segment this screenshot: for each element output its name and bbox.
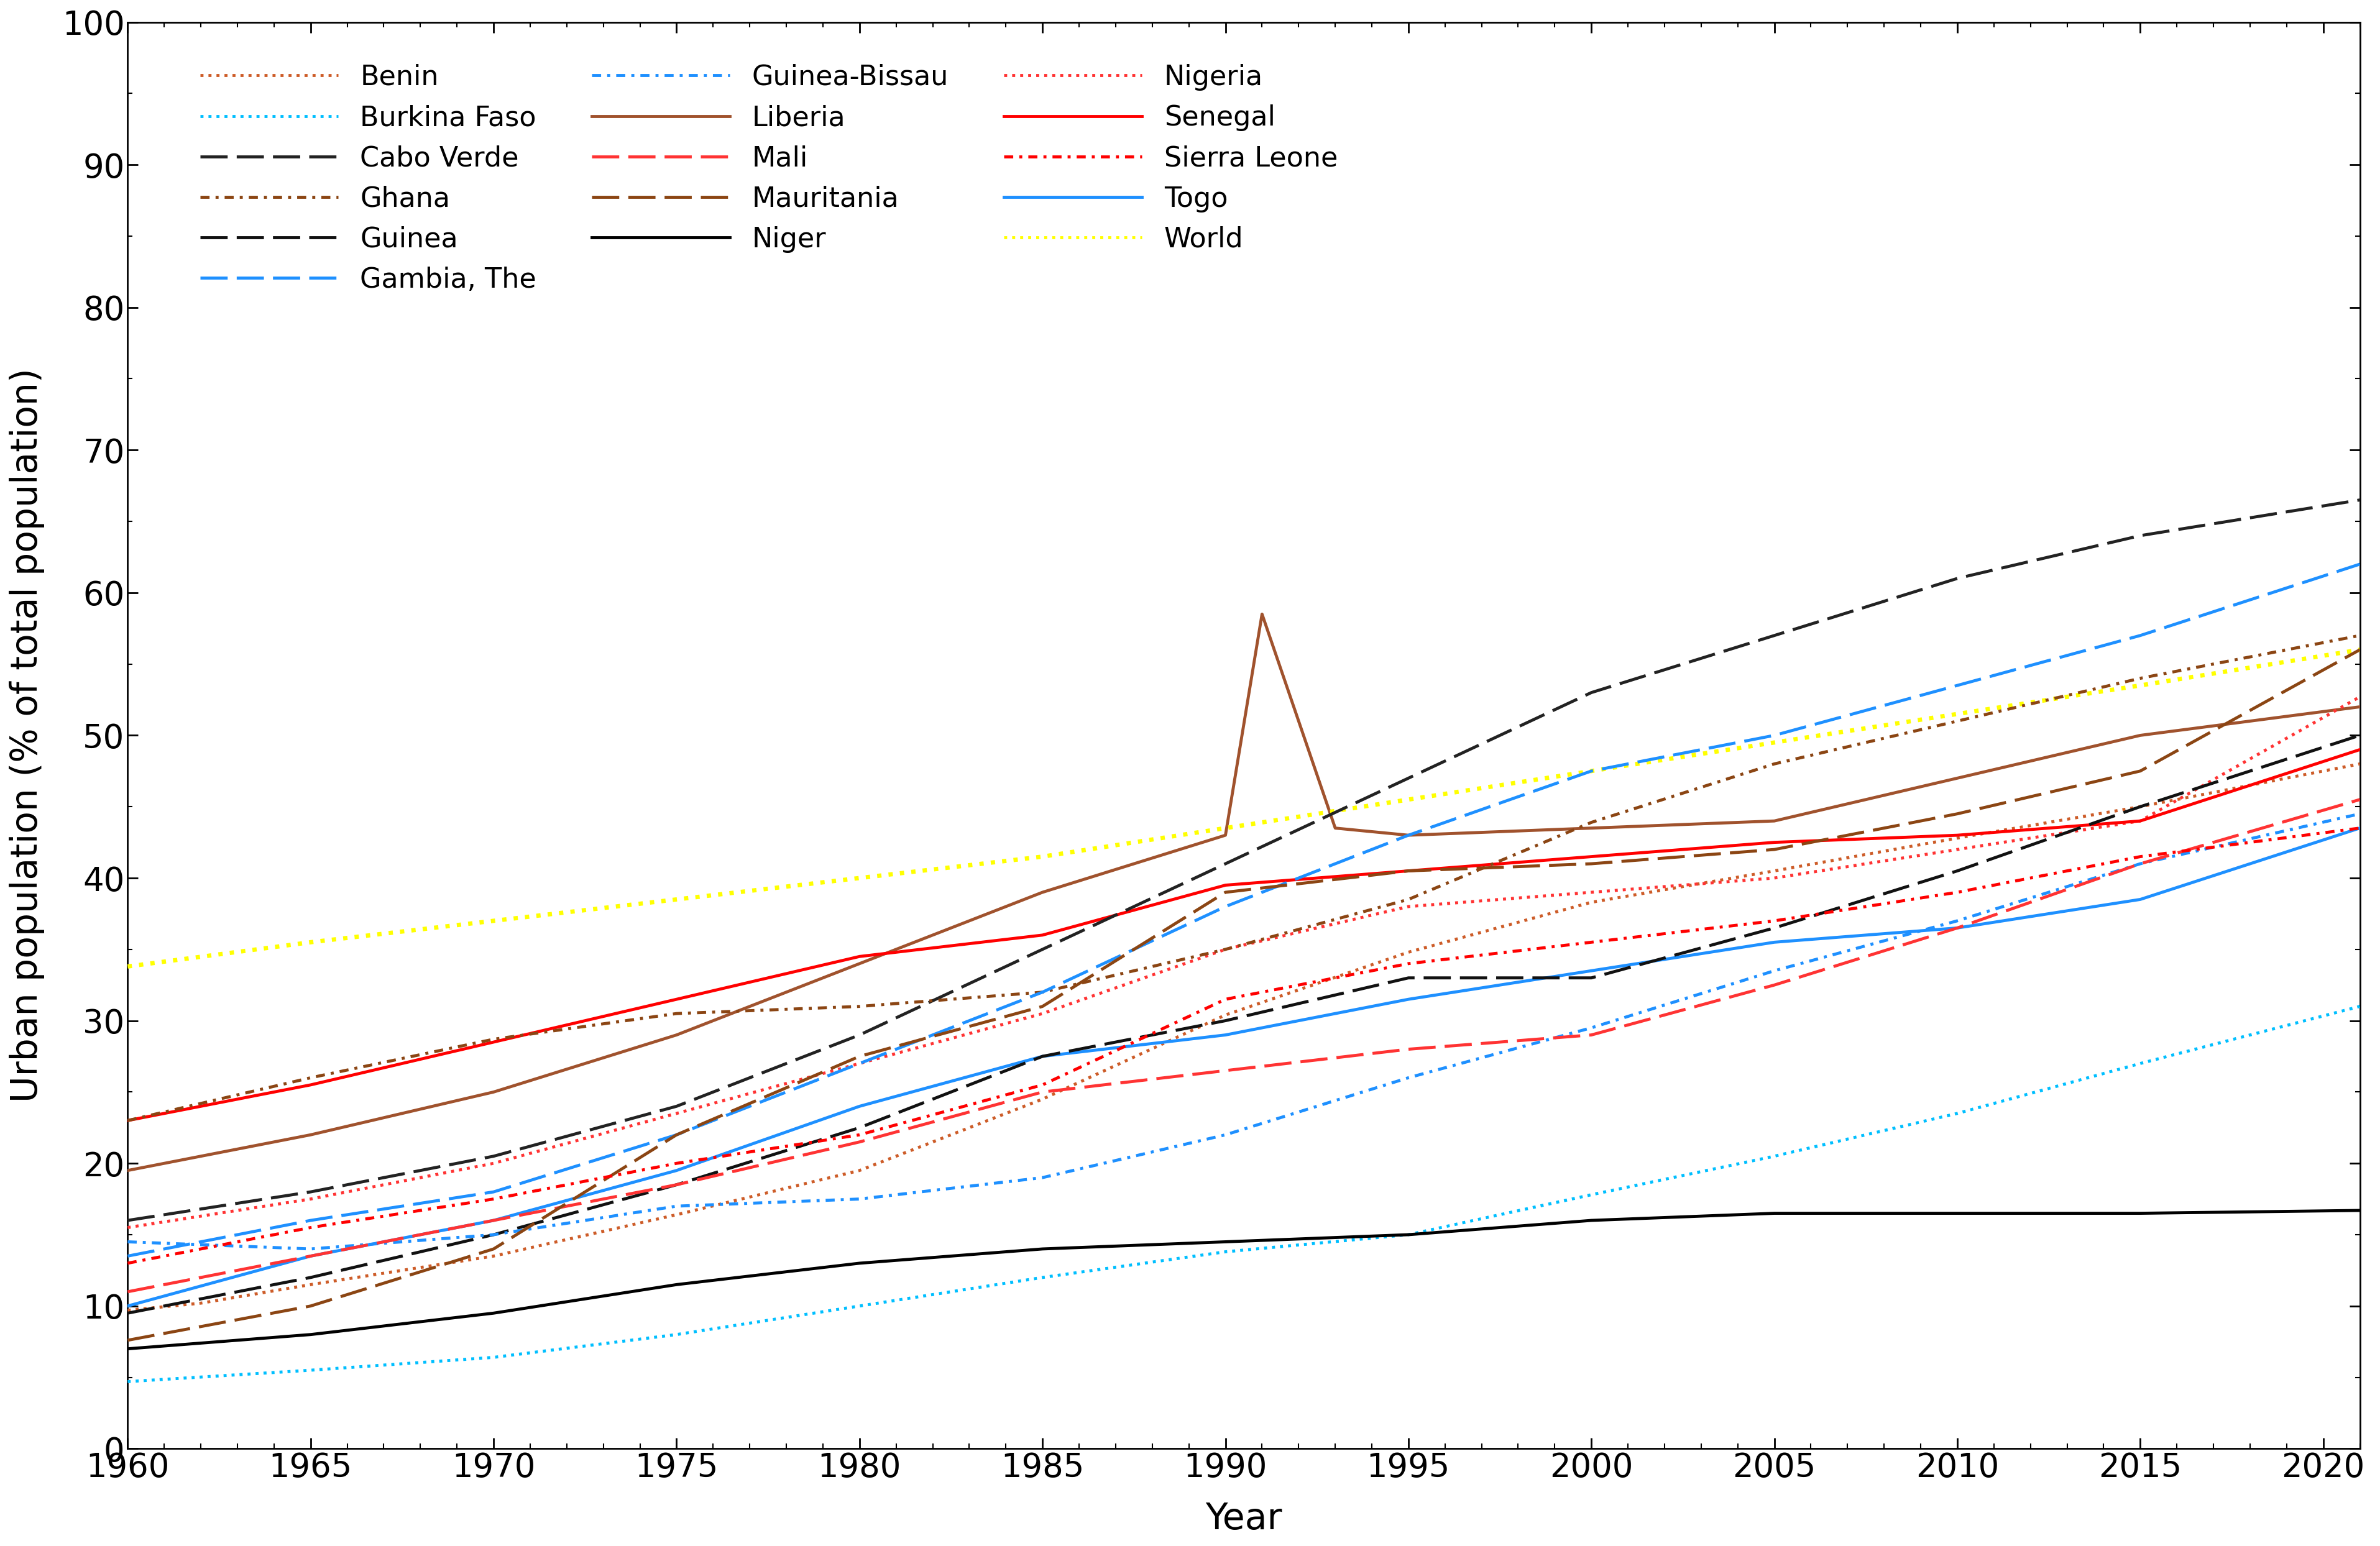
X-axis label: Year: Year (1204, 1501, 1283, 1537)
Y-axis label: Urban population (% of total population): Urban population (% of total population) (10, 368, 45, 1102)
Legend: Benin, Burkina Faso, Cabo Verde, Ghana, Guinea, Gambia, The, Guinea-Bissau, Libe: Benin, Burkina Faso, Cabo Verde, Ghana, … (186, 49, 1352, 308)
